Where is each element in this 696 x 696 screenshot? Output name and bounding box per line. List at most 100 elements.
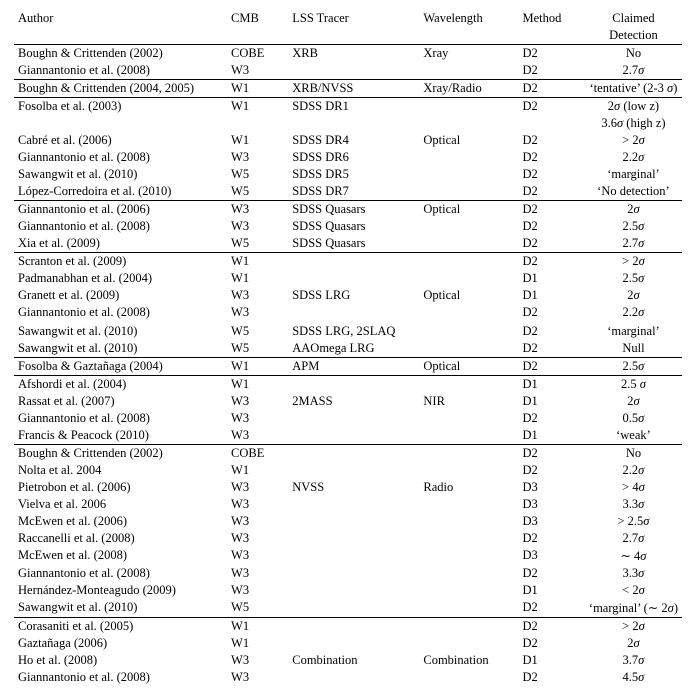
author-cell: Afshordi et al. (2004): [14, 376, 227, 393]
col-claim: Claimed: [585, 10, 682, 27]
method-cell: [519, 115, 585, 132]
cmb-cell: W3: [227, 496, 288, 513]
header-row-1: Author CMB LSS Tracer Wavelength Method …: [14, 10, 682, 27]
claim-cell: ‘weak’: [585, 427, 682, 445]
wave-cell: [419, 253, 518, 270]
table-row: Nolta et al. 2004W1D22.2σ: [14, 462, 682, 479]
claim-cell: 2.2σ: [585, 149, 682, 166]
tracer-cell: Combination: [288, 652, 419, 669]
tracer-cell: [288, 618, 419, 635]
author-cell: [14, 115, 227, 132]
cmb-cell: COBE: [227, 45, 288, 62]
wave-cell: [419, 669, 518, 686]
method-cell: D2: [519, 358, 585, 376]
author-cell: Giannantonio et al. (2006): [14, 201, 227, 218]
method-cell: D2: [519, 183, 585, 201]
claim-cell: 2σ: [585, 393, 682, 410]
wave-cell: Optical: [419, 287, 518, 304]
cmb-cell: W3: [227, 565, 288, 582]
tracer-cell: [288, 547, 419, 565]
author-cell: Xia et al. (2009): [14, 235, 227, 253]
wave-cell: [419, 462, 518, 479]
wave-cell: Radio: [419, 479, 518, 496]
claim-cell: 3.3σ: [585, 496, 682, 513]
wave-cell: [419, 599, 518, 618]
author-cell: Scranton et al. (2009): [14, 253, 227, 270]
tracer-cell: SDSS Quasars: [288, 201, 419, 218]
claim-cell: 2.2σ: [585, 304, 682, 321]
wave-cell: [419, 304, 518, 321]
author-cell: Rassat et al. (2007): [14, 393, 227, 410]
table-row: Corasaniti et al. (2005)W1D2> 2σ: [14, 618, 682, 635]
table-row: Boughn & Crittenden (2004, 2005)W1XRB/NV…: [14, 80, 682, 98]
cmb-cell: W5: [227, 340, 288, 358]
claim-cell: 2σ: [585, 287, 682, 304]
author-cell: Giannantonio et al. (2008): [14, 669, 227, 686]
author-cell: Pietrobon et al. (2006): [14, 479, 227, 496]
table-row: Giannantonio et al. (2008)W3SDSS DR6D22.…: [14, 149, 682, 166]
cmb-cell: W5: [227, 183, 288, 201]
tracer-cell: AAOmega LRG: [288, 340, 419, 358]
claim-cell: 2σ (low z): [585, 98, 682, 115]
table-row: Afshordi et al. (2004)W1D12.5 σ: [14, 376, 682, 393]
tracer-cell: [288, 669, 419, 686]
cmb-cell: W1: [227, 358, 288, 376]
cmb-cell: W3: [227, 582, 288, 599]
method-cell: D2: [519, 618, 585, 635]
tracer-cell: SDSS LRG, 2SLAQ: [288, 323, 419, 340]
method-cell: D1: [519, 287, 585, 304]
method-cell: D2: [519, 462, 585, 479]
col-method: Method: [519, 10, 585, 27]
table-row: McEwen et al. (2006)W3D3> 2.5σ: [14, 513, 682, 530]
method-cell: D2: [519, 304, 585, 321]
method-cell: D1: [519, 393, 585, 410]
method-cell: D2: [519, 218, 585, 235]
cmb-cell: W3: [227, 62, 288, 80]
wave-cell: NIR: [419, 393, 518, 410]
cmb-cell: W1: [227, 376, 288, 393]
method-cell: D2: [519, 235, 585, 253]
tracer-cell: [288, 115, 419, 132]
cmb-cell: W3: [227, 513, 288, 530]
wave-cell: [419, 618, 518, 635]
method-cell: D2: [519, 323, 585, 340]
detection-summary-table: Author CMB LSS Tracer Wavelength Method …: [14, 10, 682, 686]
author-cell: Boughn & Crittenden (2002): [14, 45, 227, 62]
cmb-cell: W1: [227, 253, 288, 270]
method-cell: D1: [519, 582, 585, 599]
table-row: Granett et al. (2009)W3SDSS LRGOpticalD1…: [14, 287, 682, 304]
cmb-cell: W3: [227, 530, 288, 547]
wave-cell: Optical: [419, 132, 518, 149]
method-cell: D2: [519, 565, 585, 582]
cmb-cell: W3: [227, 149, 288, 166]
cmb-cell: W3: [227, 479, 288, 496]
author-cell: Fosolba et al. (2003): [14, 98, 227, 115]
method-cell: D2: [519, 530, 585, 547]
author-cell: Giannantonio et al. (2008): [14, 218, 227, 235]
tracer-cell: [288, 253, 419, 270]
cmb-cell: W1: [227, 635, 288, 652]
col-author: Author: [14, 10, 227, 27]
claim-cell: 2.5σ: [585, 218, 682, 235]
table-row: Giannantonio et al. (2008)W3D24.5σ: [14, 669, 682, 686]
cmb-cell: W1: [227, 132, 288, 149]
col-wave: Wavelength: [419, 10, 518, 27]
author-cell: Cabré et al. (2006): [14, 132, 227, 149]
table-row: Fosolba et al. (2003)W1SDSS DR1D22σ (low…: [14, 98, 682, 115]
wave-cell: Optical: [419, 201, 518, 218]
author-cell: Giannantonio et al. (2008): [14, 304, 227, 321]
author-cell: Giannantonio et al. (2008): [14, 410, 227, 427]
cmb-cell: W3: [227, 218, 288, 235]
method-cell: D2: [519, 410, 585, 427]
method-cell: D2: [519, 45, 585, 62]
wave-cell: [419, 445, 518, 462]
cmb-cell: W3: [227, 201, 288, 218]
wave-cell: [419, 376, 518, 393]
claim-cell: 3.3σ: [585, 565, 682, 582]
claim-cell: No: [585, 45, 682, 62]
author-cell: Hernández-Monteagudo (2009): [14, 582, 227, 599]
method-cell: D2: [519, 669, 585, 686]
claim-cell: ∼ 4σ: [585, 547, 682, 565]
table-row: Sawangwit et al. (2010)W5SDSS LRG, 2SLAQ…: [14, 323, 682, 340]
method-cell: D2: [519, 98, 585, 115]
